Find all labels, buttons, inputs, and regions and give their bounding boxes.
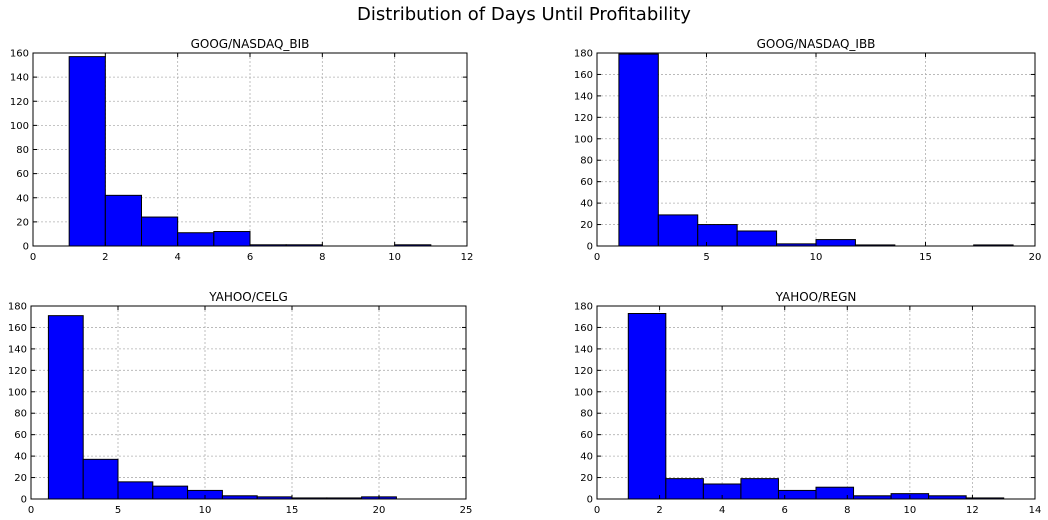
y-tick-label: 0 — [21, 495, 27, 506]
axes-frame — [596, 305, 1036, 500]
histogram-bar — [47, 315, 84, 500]
y-tick-label: 60 — [580, 177, 593, 188]
x-tick-label: 6 — [782, 505, 788, 516]
y-tick-label: 140 — [574, 344, 593, 355]
histogram-bar — [152, 485, 189, 500]
subplot-title: YAHOO/CELG — [208, 290, 288, 304]
histogram-bar — [68, 56, 106, 247]
subplot-2: 0 5 10 15 20 25 0 20 40 60 80 100 120 140 160 180 YAHOO/… — [8, 290, 472, 516]
histogram-bar — [117, 481, 154, 500]
x-tick-label: 12 — [461, 252, 474, 263]
y-tick-label: 180 — [574, 302, 593, 313]
histogram-bar — [104, 194, 143, 247]
y-tick-label: 40 — [14, 452, 27, 463]
y-tick-label: 20 — [16, 217, 29, 228]
histogram-bar — [815, 486, 855, 500]
y-tick-label: 0 — [23, 242, 29, 253]
x-tick-label: 8 — [319, 252, 325, 263]
histogram-bar — [777, 489, 817, 500]
y-tick-label: 140 — [10, 73, 29, 84]
y-tick-label: 100 — [10, 121, 29, 132]
y-tick-label: 0 — [587, 242, 593, 253]
y-tick-label: 160 — [8, 323, 27, 334]
x-tick-label: 10 — [903, 505, 916, 516]
x-tick-label: 0 — [30, 252, 36, 263]
histogram-bar — [141, 216, 179, 247]
x-tick-label: 4 — [719, 505, 725, 516]
x-tick-label: 15 — [286, 505, 299, 516]
x-tick-label: 2 — [656, 505, 662, 516]
y-tick-label: 120 — [8, 366, 27, 377]
x-tick-label: 10 — [199, 505, 212, 516]
x-tick-label: 8 — [844, 505, 850, 516]
y-tick-label: 120 — [574, 366, 593, 377]
x-tick-label: 5 — [115, 505, 121, 516]
histogram-bar — [177, 232, 215, 247]
x-tick-label: 4 — [174, 252, 180, 263]
y-tick-label: 0 — [587, 495, 593, 506]
subplot-3: 0 2 4 6 8 10 12 14020406080100120140160180YAHOO… — [574, 290, 1041, 516]
x-tick-label: 5 — [703, 252, 709, 263]
y-tick-label: 20 — [580, 473, 593, 484]
x-tick-label: 0 — [28, 505, 34, 516]
y-tick-label: 80 — [16, 145, 29, 156]
histogram-bar — [657, 214, 699, 247]
histogram-bar — [665, 478, 704, 500]
x-tick-label: 2 — [102, 252, 108, 263]
y-tick-label: 100 — [574, 134, 593, 145]
y-tick-label: 100 — [8, 387, 27, 398]
x-tick-label: 20 — [373, 505, 386, 516]
y-tick-label: 160 — [574, 323, 593, 334]
y-tick-label: 60 — [16, 169, 29, 180]
histogram-bar — [82, 458, 119, 500]
y-tick-label: 40 — [16, 193, 29, 204]
x-tick-label: 6 — [247, 252, 253, 263]
subplot-1: 0 5 10 15 20 0 20 40 60 80 100 120 140 160 180 GOOG/NAS… — [574, 37, 1041, 263]
y-tick-label: 160 — [10, 49, 29, 60]
histogram-bar — [627, 313, 667, 500]
x-tick-label: 0 — [594, 252, 600, 263]
x-tick-label: 14 — [1029, 505, 1042, 516]
y-tick-label: 120 — [10, 97, 29, 108]
subplot-title: GOOG/NASDAQ_BIB — [191, 37, 310, 51]
x-tick-label: 15 — [919, 252, 932, 263]
x-tick-label: 12 — [966, 505, 979, 516]
y-tick-label: 180 — [574, 49, 593, 60]
y-tick-label: 60 — [580, 430, 593, 441]
histogram-bar — [736, 230, 778, 247]
subplot-title: YAHOO/REGN — [775, 290, 857, 304]
histogram-bar — [618, 53, 659, 247]
y-tick-label: 100 — [574, 387, 593, 398]
y-tick-label: 20 — [580, 220, 593, 231]
y-tick-label: 140 — [574, 91, 593, 102]
y-tick-label: 40 — [580, 452, 593, 463]
y-tick-label: 80 — [14, 409, 27, 420]
y-tick-label: 160 — [574, 70, 593, 81]
x-tick-label: 10 — [388, 252, 401, 263]
y-tick-label: 20 — [14, 473, 27, 484]
figure-title: Distribution of Days Until Profitability — [357, 4, 691, 25]
x-tick-label: 0 — [594, 505, 600, 516]
y-tick-label: 40 — [580, 199, 593, 210]
histogram-bar — [740, 478, 779, 500]
subplot-0: 0 2 4 6 8 10 12020406080100120140160GOOG/NASDA… — [10, 37, 473, 263]
y-tick-label: 120 — [574, 113, 593, 124]
x-tick-label: 25 — [460, 505, 473, 516]
subplot-title: GOOG/NASDAQ_IBB — [757, 37, 876, 51]
histogram-bar — [697, 224, 738, 247]
x-tick-label: 10 — [810, 252, 823, 263]
x-tick-label: 20 — [1029, 252, 1042, 263]
histogram-bar — [213, 231, 251, 247]
y-tick-label: 80 — [580, 156, 593, 167]
y-tick-label: 80 — [580, 409, 593, 420]
y-tick-label: 60 — [14, 430, 27, 441]
y-tick-label: 180 — [8, 302, 27, 313]
axes-frame — [30, 305, 467, 500]
histogram-bar — [815, 239, 856, 247]
y-tick-label: 140 — [8, 344, 27, 355]
